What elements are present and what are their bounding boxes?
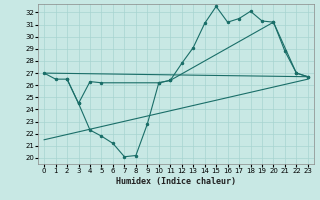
X-axis label: Humidex (Indice chaleur): Humidex (Indice chaleur) bbox=[116, 177, 236, 186]
